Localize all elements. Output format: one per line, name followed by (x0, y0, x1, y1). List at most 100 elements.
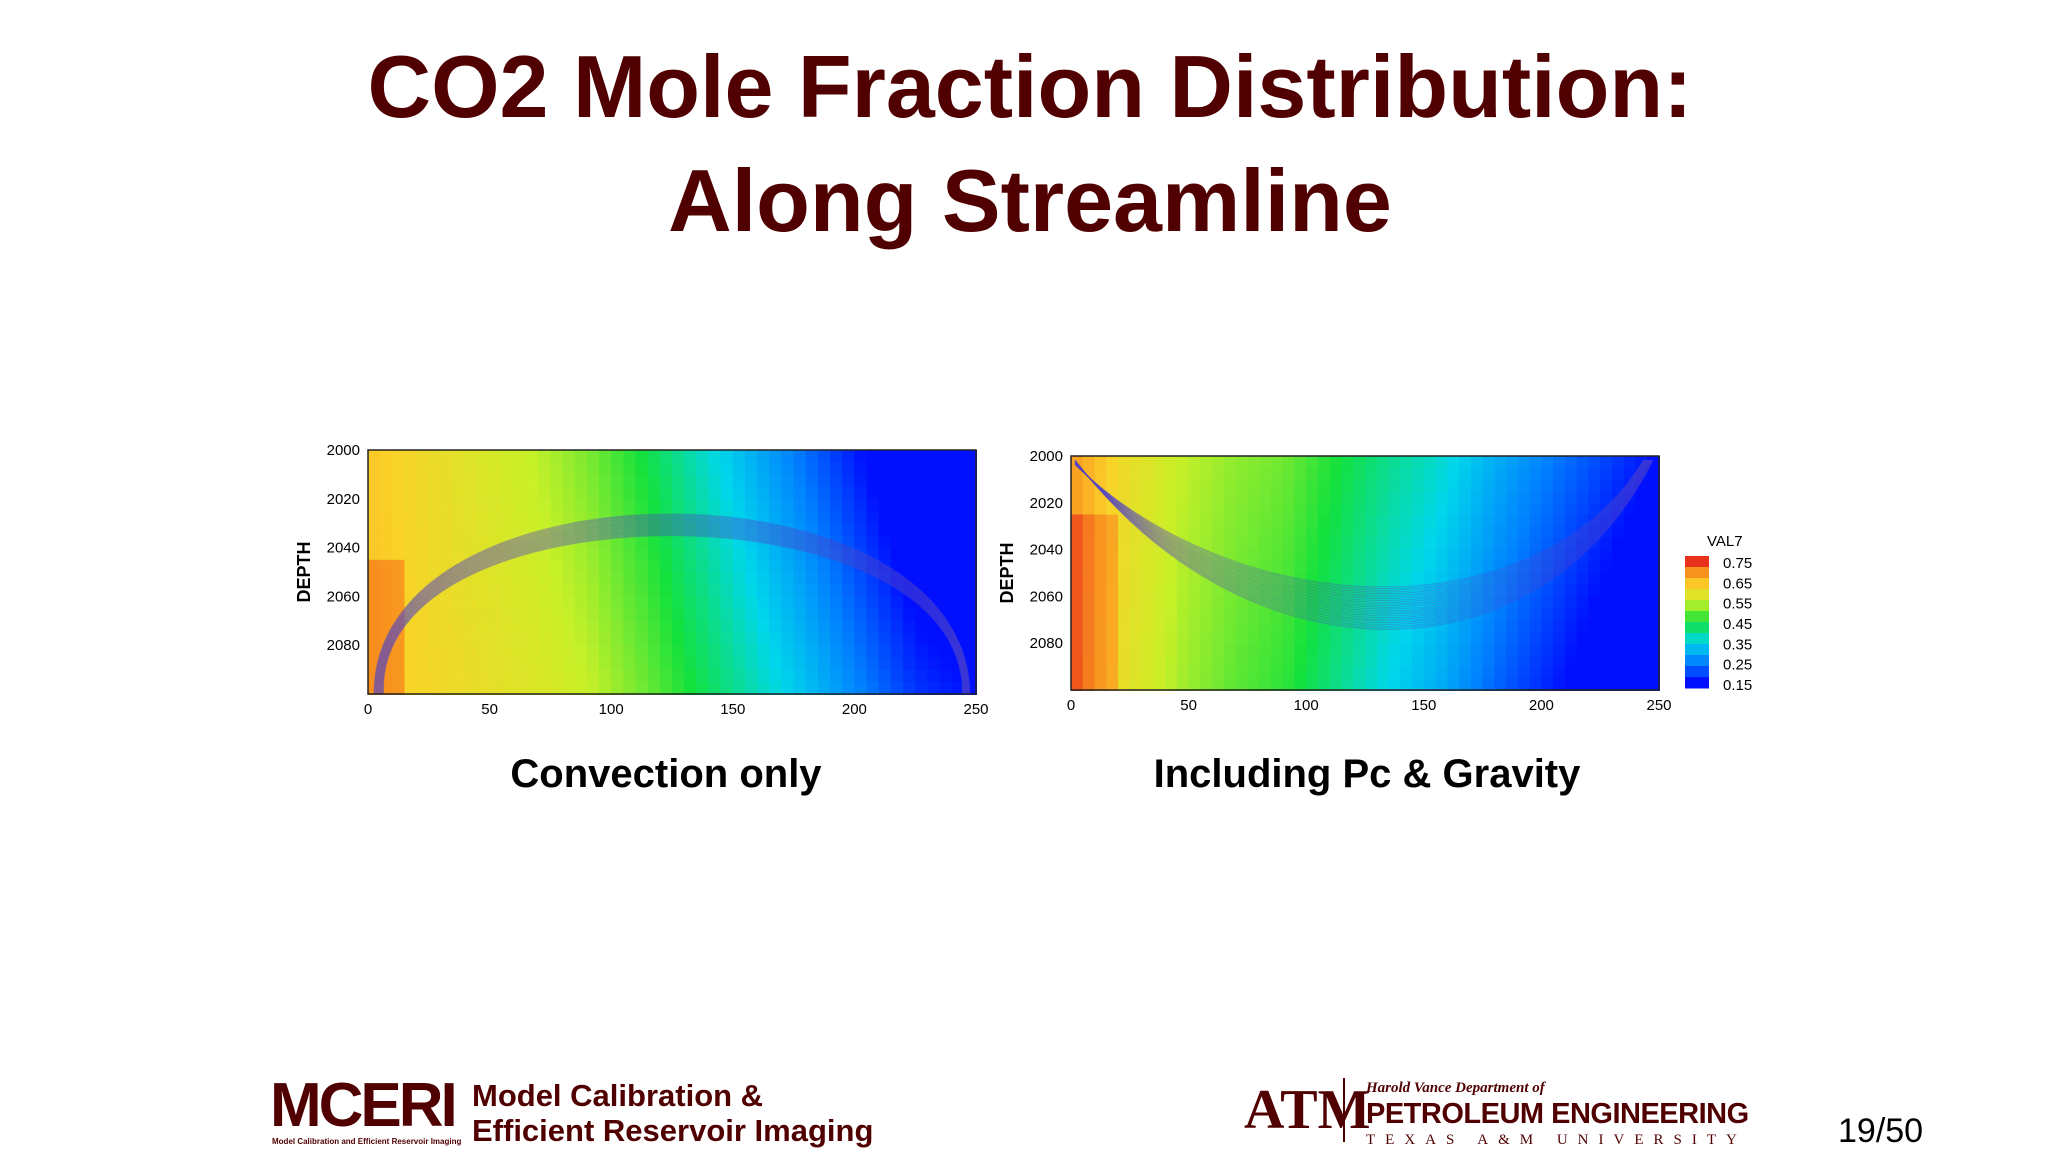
heatmap-cell (611, 608, 625, 622)
heatmap-cell (526, 498, 540, 512)
heatmap-cell (1317, 631, 1331, 645)
heatmap-cell (513, 486, 528, 500)
heatmap-cell (1459, 666, 1472, 680)
heatmap-cell (1341, 643, 1355, 656)
heatmap-cell (1341, 678, 1355, 691)
heatmap-cell (1153, 608, 1167, 621)
heatmap-cell (428, 584, 442, 598)
heatmap-cell (599, 657, 613, 671)
heatmap-cell (1118, 631, 1131, 645)
heatmap-cell (1341, 631, 1355, 645)
heatmap-cell (1376, 666, 1390, 680)
heatmap-cell (963, 474, 977, 488)
heatmap-cell (562, 486, 576, 500)
heatmap-cell (1459, 584, 1472, 598)
heatmap-cell (538, 669, 552, 683)
heatmap-cell (1270, 666, 1284, 680)
heatmap-cell (1082, 631, 1096, 645)
heatmap-cell (866, 608, 880, 622)
heatmap-cell (526, 486, 540, 500)
heatmap-cell (1094, 467, 1108, 481)
heatmap-cell (1576, 584, 1590, 598)
heatmap-cell (1141, 467, 1155, 481)
heatmap-cell (1412, 643, 1425, 656)
heatmap-cell (1106, 467, 1120, 481)
heatmap-cell (1094, 573, 1108, 586)
heatmap-cell (599, 486, 613, 500)
streamline (378, 524, 967, 695)
heatmap-cell (465, 633, 479, 647)
heatmap-cell (915, 596, 929, 610)
heatmap-cell (428, 645, 442, 659)
heatmap-cell (489, 645, 503, 659)
heatmap-cell (1553, 608, 1566, 621)
heatmap-cell (1270, 456, 1284, 469)
heatmap-cell (1082, 573, 1096, 586)
heatmap-cell (903, 547, 917, 561)
heatmap-cell (513, 535, 528, 549)
heatmap-cell (830, 633, 844, 647)
heatmap-cell (513, 572, 528, 586)
heatmap-cell (599, 547, 613, 561)
heatmap-cell (1353, 491, 1366, 504)
heatmap-cell (1235, 643, 1249, 656)
heatmap-cell (781, 535, 795, 549)
heatmap-cell (623, 462, 637, 476)
heatmap-cell (416, 669, 430, 683)
heatmap-cell (781, 523, 795, 537)
heatmap-cell (1306, 584, 1319, 598)
heatmap-cell (1118, 467, 1131, 481)
heatmap-cell (1470, 573, 1484, 586)
heatmap-cell (1353, 467, 1366, 481)
heatmap-cell (1282, 491, 1296, 504)
heatmap-cell (611, 669, 625, 683)
heatmap-cell (696, 559, 710, 573)
heatmap-cell (586, 620, 601, 634)
heatmap-cell (1529, 467, 1543, 481)
heatmap-cell (647, 608, 661, 622)
heatmap-cell (1470, 502, 1484, 516)
heatmap-cell (1611, 549, 1625, 563)
heatmap-cell (842, 572, 856, 586)
heatmap-cell (574, 450, 588, 464)
heatmap-cell (428, 608, 442, 622)
heatmap-cell (1412, 502, 1425, 516)
heatmap-cell (1188, 631, 1202, 645)
heatmap-cell (842, 486, 856, 500)
heatmap-cell (574, 523, 588, 537)
heatmap-cell (1541, 596, 1555, 610)
heatmap-cell (1176, 491, 1190, 504)
heatmap-cell (1447, 619, 1461, 633)
heatmap-cell (866, 486, 880, 500)
heatmap-cell (647, 657, 661, 671)
heatmap-cell (1517, 549, 1531, 563)
heatmap-cell (477, 450, 491, 464)
colorbar-tick-label: 0.15 (1723, 677, 1752, 694)
heatmap-cell (1129, 643, 1143, 656)
heatmap-cell (392, 608, 406, 622)
heatmap-cell (1576, 514, 1590, 528)
heatmap-cell (854, 498, 868, 512)
heatmap-cell (1165, 467, 1178, 481)
heatmap-cell (842, 474, 856, 488)
heatmap-cell (781, 450, 795, 464)
heatmap-cell (1447, 654, 1461, 668)
heatmap-cell (1647, 491, 1660, 504)
heatmap-cell (1400, 608, 1414, 621)
heatmap-cell (1576, 502, 1590, 516)
heatmap-cell (1600, 537, 1613, 551)
heatmap-cell (939, 511, 953, 525)
heatmap-cell (817, 498, 832, 512)
heatmap-cell (1600, 596, 1613, 610)
heatmap-cell (1094, 549, 1108, 563)
heatmap-cell (1647, 549, 1660, 563)
heatmap-cell (599, 633, 613, 647)
heatmap-cell (380, 450, 394, 464)
heatmap-cell (513, 584, 528, 598)
heatmap-cell (440, 633, 455, 647)
streamline (1074, 459, 1647, 598)
heatmap-cell (1553, 643, 1566, 656)
heatmap-cell (1576, 537, 1590, 551)
heatmap-cell (416, 535, 430, 549)
heatmap-cell (1071, 596, 1084, 610)
